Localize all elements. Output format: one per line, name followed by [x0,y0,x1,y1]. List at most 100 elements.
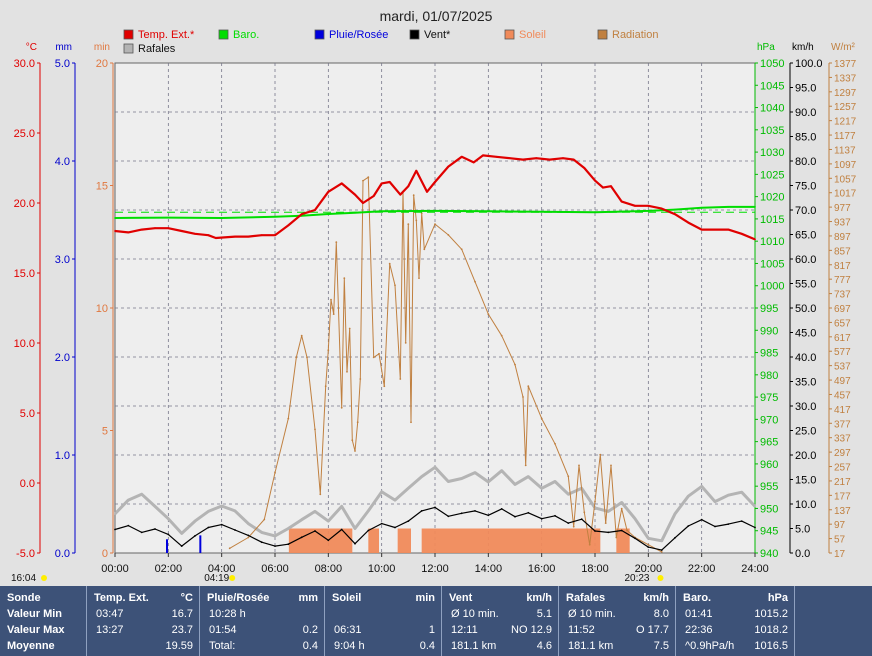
radiation-series-line-point [554,442,556,445]
baro-tick-label: 1000 [760,281,784,293]
temp-series-line-point [388,181,391,183]
radiation-series-line-point [604,522,607,524]
temp-series-line-point [340,182,343,185]
gust-series-line-point [354,527,356,530]
chart-title: mardi, 01/07/2025 [380,8,493,24]
stats-sun-title: Soleil [332,592,362,604]
wind-series-line-point [354,542,356,545]
gust-series-line-point [127,499,130,501]
stats-baro-cell-label: ^0.9hPa/h [685,640,735,652]
stats-wind-row: Ø 10 min. 5.1 [442,606,558,622]
x-tick-label: 12:00 [421,563,449,575]
radiation-series-line-point [647,543,650,546]
temp-series-line-point [214,237,217,239]
stats-temp-cell-value: 19.59 [165,640,193,652]
stats-sun-cell-label: 06:31 [334,624,362,636]
sunshine-bar [421,528,601,553]
radiation-series-line-point [626,529,628,532]
series-layer [113,154,757,553]
radiation-series-line-point [287,417,290,420]
stats-gust-cell-label: Ø 10 min. [568,608,616,620]
temp-series-line-point [247,235,250,238]
wind-series-line-point [114,528,116,531]
x-tick-label: 18:00 [581,563,609,575]
radiation-series-line-point [378,352,380,355]
wind-series-line-point [434,506,436,509]
temp-series-line-point [647,204,650,207]
stats-label-mean: Moyenne [7,640,55,652]
baro-tick-label: 950 [760,503,778,515]
x-tick-label: 10:00 [368,563,396,575]
baro-tick-label: 1010 [760,236,784,248]
stats-gust-title: Rafales [566,592,606,604]
baro-series-line-point [354,211,356,214]
rad-tick-label: 1137 [834,145,856,156]
rad-tick-label: 617 [834,333,851,344]
radiation-series-line-point [346,370,348,373]
rad-tick-label: 697 [834,304,851,315]
gust-series-line-point [274,535,276,537]
x-tick-label: 04:00 [208,563,236,575]
stats-gust-unit: km/h [643,592,669,604]
stats-rain-row: 10:28 h [200,606,324,622]
radiation-series-line-point [319,493,322,496]
rad-tick-label: 1377 [834,59,857,70]
sunshine-bar [616,528,630,553]
stats-gust-cell-value: 7.5 [653,640,669,652]
radiation-series-line-point [359,378,362,380]
wind-tick-label: 25.0 [795,426,816,438]
radiation-series-line-point [394,284,396,287]
time-marker-label: 04:19 [204,573,229,584]
stats-temp-panel: Temp. Ext. °C 03:47 16.7 13:27 23.7 19.59 [87,586,200,656]
stats-gust-cell-value: O 17.7 [635,624,669,636]
gust-series-line-point [287,527,290,530]
radiation-series-line-point [388,262,391,265]
baro-series-line-point [167,216,170,219]
temp-tick-label: 20.0 [14,198,35,210]
baro-series-line-point [754,206,756,208]
sunshine-bar [397,528,411,553]
wind-tick-label: 30.0 [795,401,816,413]
baro-tick-label: 980 [760,370,778,382]
wind-series-line-point [167,533,170,536]
temp-series-line-point [610,185,612,188]
baro-series-line-point [700,206,703,209]
radiation-series-line-point [399,378,402,380]
rad-tick-label: 377 [834,419,851,430]
temp-series-line-point [372,195,375,197]
stats-baro-row: 22:36 1018.2 [676,622,794,638]
baro-tick-label: 960 [760,459,778,471]
wind-series-line-point [260,541,263,544]
stats-temp-title: Temp. Ext. [94,592,149,604]
stats-sun-cell-label: 9:04 h [334,640,365,652]
rad-tick-label: 1177 [834,131,856,142]
radiation-series-line-point [660,551,663,553]
rad-tick-label: 97 [834,520,846,531]
rad-tick-label: 137 [834,506,851,517]
time-marker-dot [41,575,47,581]
temp-series-line-point [234,235,236,238]
stats-temp-header: Temp. Ext. °C [87,590,199,606]
rad-tick-label: 177 [834,491,851,502]
wind-series-line-point [127,524,130,527]
radiation-series-line-point [567,475,570,478]
gust-series-line-point [220,505,223,507]
baro-tick-label: 975 [760,392,778,404]
radiation-series-line-point [404,342,407,344]
rad-tick-label: 1017 [834,189,857,200]
gust-series-line-point [394,499,396,501]
gust-series-line-point [180,532,183,535]
baro-series-line-point [647,210,650,212]
stats-rain-unit: mm [298,592,318,604]
stats-wind-cell-label: Ø 10 min. [451,608,499,620]
stats-gust-cell-label: 181.1 km [568,640,614,652]
gust-series-line-point [194,520,196,522]
temp-series-line-point [415,169,418,172]
baro-tick-label: 1040 [760,103,784,115]
wind-series-line-point [647,546,650,548]
wind-series-line-point [634,537,636,540]
wind-tick-label: 80.0 [795,156,816,168]
stats-baro-unit: hPa [767,592,788,604]
temp-tick-label: 10.0 [14,338,35,350]
stats-rain-cell-value: 0.2 [302,624,318,636]
